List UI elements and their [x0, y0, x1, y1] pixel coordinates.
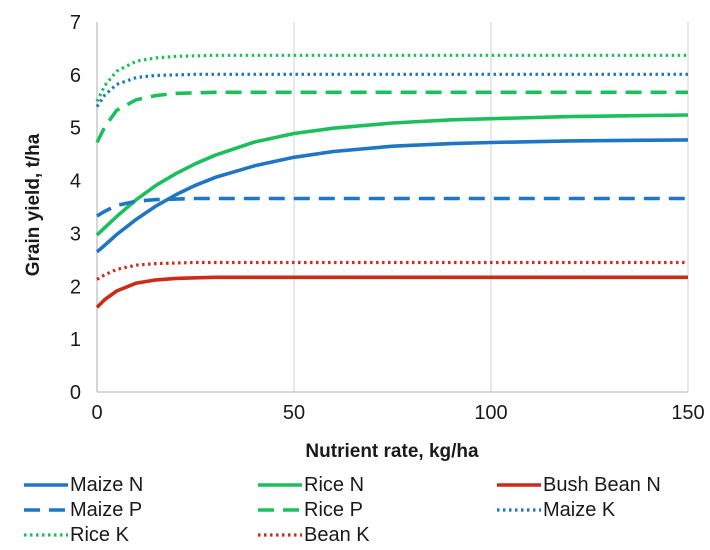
legend-label: Maize P	[70, 499, 142, 521]
series-line-rice-p	[95, 90, 688, 144]
x-tick-label: 0	[91, 402, 102, 424]
series-line-rice-k	[95, 53, 688, 103]
legend-item-rice-p: Rice P	[258, 499, 363, 521]
legend-label: Rice P	[304, 499, 363, 521]
axes	[96, 22, 688, 393]
legend-item-maize-p: Maize P	[24, 499, 142, 521]
y-tick-label: 1	[70, 329, 81, 351]
series-line-maize-n	[95, 138, 689, 254]
legend-item-maize-n: Maize N	[24, 474, 143, 496]
x-tick-label: 50	[283, 402, 305, 424]
series-line-maize-p	[96, 196, 688, 218]
x-tick-label: 150	[671, 402, 704, 424]
legend: Maize N Rice N Bush Bean N Maize P Rice P Mai…	[24, 474, 661, 546]
y-tick-label: 2	[70, 276, 81, 298]
tick-labels: 0 1 2 3 4 5 6 7 0 50 100 150	[70, 12, 705, 424]
y-axis-title: Grain yield, t/ha	[23, 133, 44, 276]
legend-item-bush-bean-n: Bush Bean N	[497, 474, 661, 496]
x-axis-title: Nutrient rate, kg/ha	[305, 441, 479, 462]
y-tick-label: 3	[70, 223, 81, 245]
legend-label: Bean K	[304, 524, 370, 546]
series-line-bean-k	[96, 260, 688, 281]
legend-item-bean-k: Bean K	[258, 524, 370, 546]
legend-item-rice-k: Rice K	[24, 524, 130, 546]
legend-label: Bush Bean N	[543, 474, 661, 496]
series-line-rice-n	[95, 113, 689, 237]
y-tick-label: 7	[70, 12, 81, 34]
series-line-bush-bean-n	[95, 275, 688, 309]
legend-item-maize-k: Maize K	[497, 499, 616, 521]
legend-item-rice-n: Rice N	[258, 474, 364, 496]
gridlines	[293, 22, 689, 392]
series-line-maize-k	[95, 72, 688, 108]
legend-label: Maize N	[70, 474, 143, 496]
y-tick-label: 6	[70, 65, 81, 87]
legend-label: Rice N	[304, 474, 364, 496]
legend-label: Rice K	[70, 524, 130, 546]
y-tick-label: 0	[70, 382, 81, 404]
y-tick-label: 4	[70, 171, 81, 193]
series-lines	[95, 53, 689, 309]
x-tick-label: 100	[474, 402, 507, 424]
legend-label: Maize K	[543, 499, 616, 521]
y-tick-label: 5	[70, 118, 81, 140]
